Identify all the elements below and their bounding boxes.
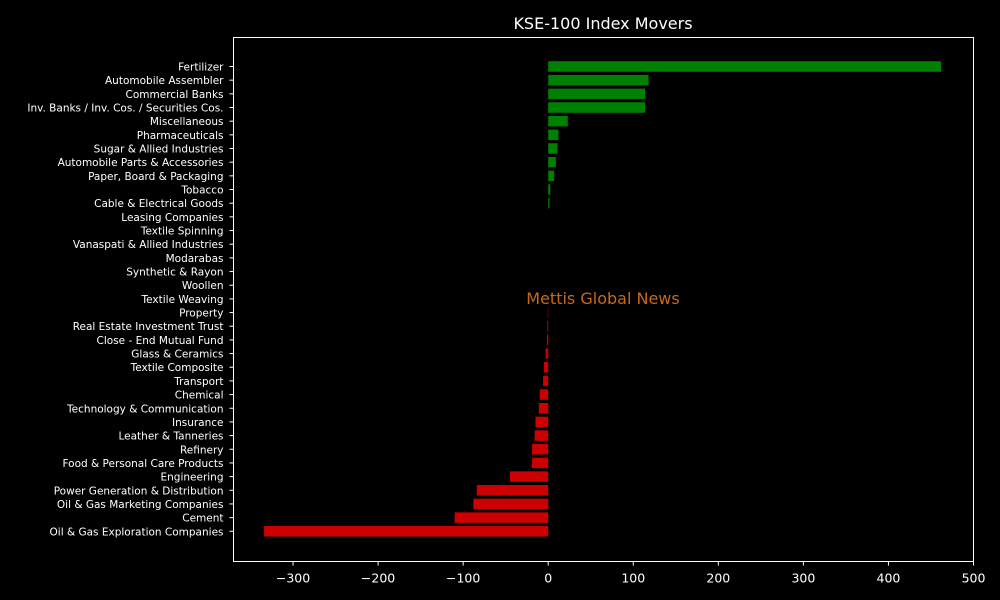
- x-tick-label: 0: [544, 571, 552, 586]
- x-tick-label: −300: [276, 571, 310, 586]
- category-label: Paper, Board & Packaging: [88, 171, 223, 183]
- bar: [548, 170, 555, 182]
- bar: [532, 444, 549, 455]
- x-tick-label: 100: [621, 571, 645, 586]
- bar: [535, 416, 549, 428]
- category-label: Inv. Banks / Inv. Cos. / Securities Cos.: [27, 103, 223, 115]
- category-label: Textile Spinning: [140, 226, 224, 238]
- category-label: Pharmaceuticals: [137, 130, 224, 142]
- category-label: Close - End Mutual Fund: [97, 335, 224, 347]
- category-label: Glass & Ceramics: [131, 349, 223, 361]
- category-label: Technology & Communication: [66, 403, 223, 415]
- category-label: Food & Personal Care Products: [62, 458, 223, 470]
- plot-frame: [233, 37, 974, 562]
- category-label: Woollen: [182, 280, 224, 292]
- bar: [548, 102, 646, 113]
- bar: [548, 74, 649, 86]
- bar: [546, 334, 549, 346]
- category-label: Oil & Gas Marketing Companies: [57, 499, 224, 511]
- category-label: Vanaspati & Allied Industries: [73, 239, 224, 251]
- x-tick-label: −200: [361, 571, 395, 586]
- bar: [539, 389, 549, 400]
- bar: [548, 197, 550, 209]
- bars-group: [264, 61, 942, 537]
- x-tick-label: 300: [791, 571, 815, 586]
- category-label: Automobile Assembler: [105, 75, 224, 87]
- bar: [548, 115, 568, 127]
- bar: [545, 348, 549, 359]
- chart-title: KSE-100 Index Movers: [513, 14, 692, 33]
- bar: [548, 184, 551, 195]
- bar: [473, 498, 549, 510]
- bar: [548, 61, 942, 72]
- bar: [476, 485, 549, 496]
- bar: [547, 320, 549, 332]
- bar: [543, 361, 549, 373]
- category-label: Synthetic & Rayon: [126, 267, 223, 279]
- bar: [532, 457, 549, 469]
- watermark: Mettis Global News: [526, 289, 679, 308]
- category-label: Commercial Banks: [126, 89, 224, 101]
- x-axis: −300 −200 −100 0 100 200 300 400 500: [276, 561, 986, 586]
- category-label: Leasing Companies: [121, 212, 223, 224]
- bar: [548, 129, 559, 141]
- category-label: Tobacco: [180, 185, 223, 197]
- bar: [264, 526, 549, 537]
- category-label: Leather & Tanneries: [118, 431, 223, 443]
- bar: [509, 471, 549, 482]
- category-label: Modarabas: [166, 253, 224, 265]
- category-label: Textile Weaving: [141, 294, 224, 306]
- category-label: Property: [179, 308, 223, 320]
- category-label: Engineering: [161, 472, 224, 484]
- bar: [534, 430, 549, 441]
- bar: [454, 512, 549, 523]
- category-label: Real Estate Investment Trust: [73, 321, 224, 333]
- bar: [543, 375, 549, 387]
- category-label: Miscellaneous: [150, 116, 224, 128]
- x-tick-label: −100: [446, 571, 480, 586]
- x-tick-label: 200: [706, 571, 730, 586]
- category-label: Insurance: [172, 417, 224, 429]
- category-label: Cable & Electrical Goods: [94, 198, 223, 210]
- category-label: Automobile Parts & Accessories: [58, 157, 224, 169]
- category-label: Oil & Gas Exploration Companies: [50, 526, 224, 538]
- category-label: Textile Composite: [130, 362, 224, 374]
- category-label: Transport: [173, 376, 223, 388]
- x-tick-label: 500: [962, 571, 986, 586]
- category-label: Cement: [182, 513, 223, 525]
- category-label: Refinery: [180, 444, 224, 456]
- bar: [548, 156, 556, 168]
- category-label: Chemical: [175, 390, 224, 402]
- category-label: Power Generation & Distribution: [54, 485, 224, 497]
- bar: [548, 143, 558, 154]
- bar: [548, 88, 646, 100]
- x-tick-label: 400: [877, 571, 901, 586]
- bar: [538, 403, 549, 414]
- category-label: Fertilizer: [178, 62, 224, 74]
- category-label: Sugar & Allied Industries: [94, 144, 224, 156]
